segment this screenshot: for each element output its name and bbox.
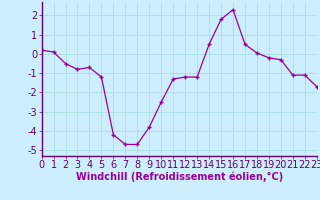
X-axis label: Windchill (Refroidissement éolien,°C): Windchill (Refroidissement éolien,°C)	[76, 172, 283, 182]
